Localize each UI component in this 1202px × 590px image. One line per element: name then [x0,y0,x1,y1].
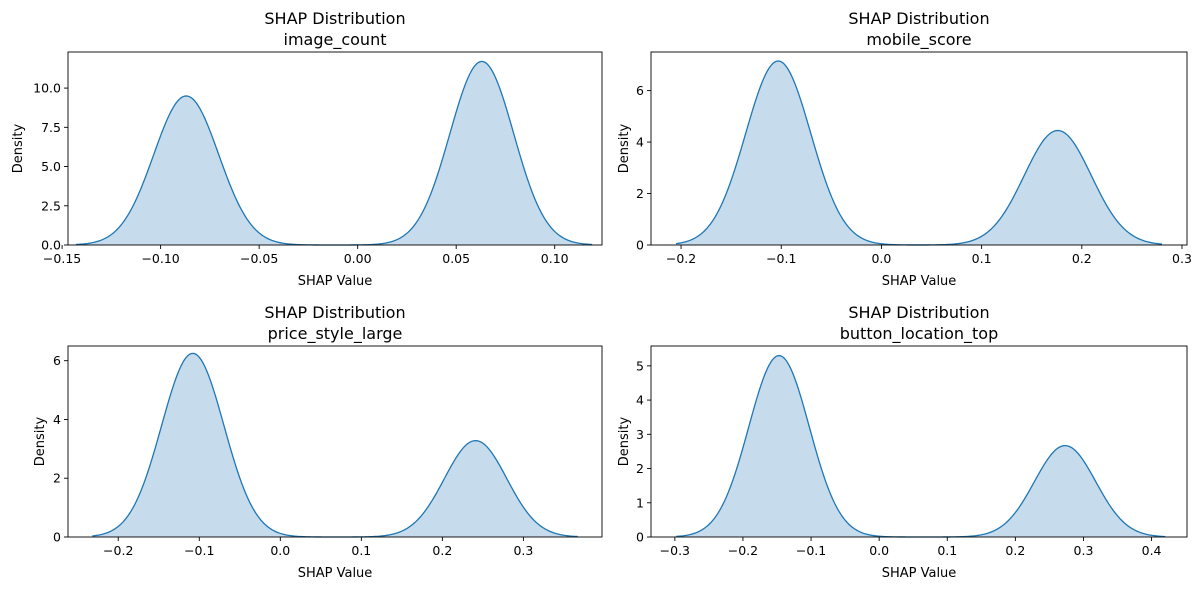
chart-panel-2: SHAP Distribution mobile_score −0.2 −0.1 0.0… [617,9,1192,289]
x-axis-label: SHAP Value [882,566,957,581]
plot-frame [67,345,603,538]
y-tick-label: 2.5 [41,198,61,213]
y-tick-label: 4 [636,393,644,408]
y-axis-label: Density [617,123,632,173]
chart-title: SHAP Distribution [848,303,989,322]
x-tick-label: −0.1 [766,251,796,266]
y-tick-label: 2 [636,461,644,476]
density-area [92,353,578,537]
density-area [676,61,1162,246]
chart-subtitle: price_style_large [268,324,403,344]
y-tick-label: 2 [636,186,644,201]
x-tick-label: −0.1 [796,543,826,558]
x-tick-label: 0.3 [1074,543,1094,558]
y-tick-label: 0 [636,238,644,253]
y-axis-label: Density [617,416,632,466]
y-tick-label: 0 [636,530,644,545]
x-tick-label: −0.3 [660,543,690,558]
density-area [676,355,1166,537]
x-tick-label: 0.05 [442,251,470,266]
y-tick-label: 1 [636,495,644,510]
chart-panel-1: SHAP Distribution image_count −0.15 −0.10 −0… [11,9,603,289]
y-tick-label: 10.0 [33,81,61,96]
y-tick-label: 5 [636,358,644,373]
x-tick-label: −0.2 [666,251,696,266]
y-axis-label: Density [11,123,26,173]
chart-title: SHAP Distribution [264,9,405,28]
x-tick-label: 0.1 [937,543,957,558]
chart-panel-4: SHAP Distribution button_location_top −0.3… [617,303,1188,581]
chart-title: SHAP Distribution [264,303,405,322]
chart-panel-3: SHAP Distribution price_style_large −0.2 −0… [33,303,603,581]
x-tick-label: 0.3 [1172,251,1192,266]
plot-frame [67,51,603,246]
x-tick-label: 0.0 [871,251,891,266]
x-axis-label: SHAP Value [298,274,373,289]
y-tick-label: 2 [53,471,61,486]
x-tick-label: 0.10 [541,251,569,266]
x-tick-label: 0.0 [270,543,290,558]
y-tick-label: 3 [636,427,644,442]
y-tick-label: 4 [636,135,644,150]
x-tick-label: −0.05 [240,251,278,266]
y-axis-label: Density [33,416,48,466]
density-area [75,61,593,245]
x-tick-label: −0.2 [728,543,758,558]
y-tick-label: 6 [636,83,644,98]
x-tick-label: −0.10 [141,251,179,266]
y-tick-label: 7.5 [41,120,61,135]
x-tick-label: 0.2 [432,543,452,558]
y-tick-label: 0 [53,530,61,545]
x-tick-label: 0.4 [1142,543,1162,558]
chart-title: SHAP Distribution [848,9,989,28]
plot-frame [650,51,1188,246]
x-tick-label: 0.2 [1072,251,1092,266]
x-axis-label: SHAP Value [298,566,373,581]
y-tick-label: 6 [53,353,61,368]
chart-subtitle: button_location_top [840,324,998,344]
x-tick-label: −0.1 [184,543,214,558]
x-axis-label: SHAP Value [882,274,957,289]
y-tick-label: 5.0 [41,159,61,174]
plot-frame [650,345,1188,538]
x-tick-label: 0.0 [869,543,889,558]
x-tick-label: −0.15 [43,251,81,266]
x-tick-label: 0.1 [351,543,371,558]
chart-subtitle: image_count [284,30,387,50]
x-tick-label: −0.2 [103,543,133,558]
y-tick-label: 4 [53,412,61,427]
x-tick-label: 0.3 [513,543,533,558]
x-tick-label: 0.00 [344,251,372,266]
chart-subtitle: mobile_score [866,30,971,50]
x-tick-label: 0.1 [972,251,992,266]
y-tick-label: 0.0 [41,238,61,253]
x-tick-label: 0.2 [1005,543,1025,558]
